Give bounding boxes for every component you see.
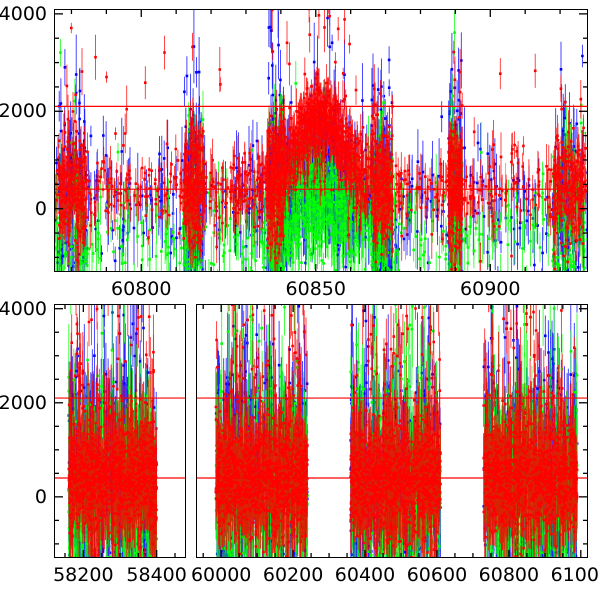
plot-frame bbox=[54, 304, 186, 558]
x-tick-label: 60200 bbox=[262, 564, 324, 586]
y-tick-label: 2000 bbox=[0, 391, 47, 414]
x-tick-label: 60900 bbox=[460, 278, 521, 300]
x-tick-label: 60000 bbox=[190, 564, 252, 586]
x-tick-label: 60850 bbox=[285, 278, 346, 300]
x-tick-label: 58200 bbox=[53, 564, 114, 586]
plot-frame bbox=[54, 9, 588, 272]
x-tick-label: 60800 bbox=[111, 278, 172, 300]
y-tick-label: 0 bbox=[34, 485, 47, 508]
y-tick-label: 4000 bbox=[0, 2, 47, 25]
y-tick-label: 0 bbox=[34, 197, 47, 220]
plot-frame bbox=[196, 304, 588, 558]
y-tick-label: 2000 bbox=[0, 100, 47, 123]
x-tick-label: 60800 bbox=[478, 564, 540, 586]
x-tick-label: 58400 bbox=[126, 564, 187, 586]
y-tick-label: 4000 bbox=[0, 297, 47, 320]
x-tick-label: 61000 bbox=[550, 564, 600, 586]
x-tick-label: 60400 bbox=[334, 564, 396, 586]
x-tick-label: 60600 bbox=[406, 564, 468, 586]
